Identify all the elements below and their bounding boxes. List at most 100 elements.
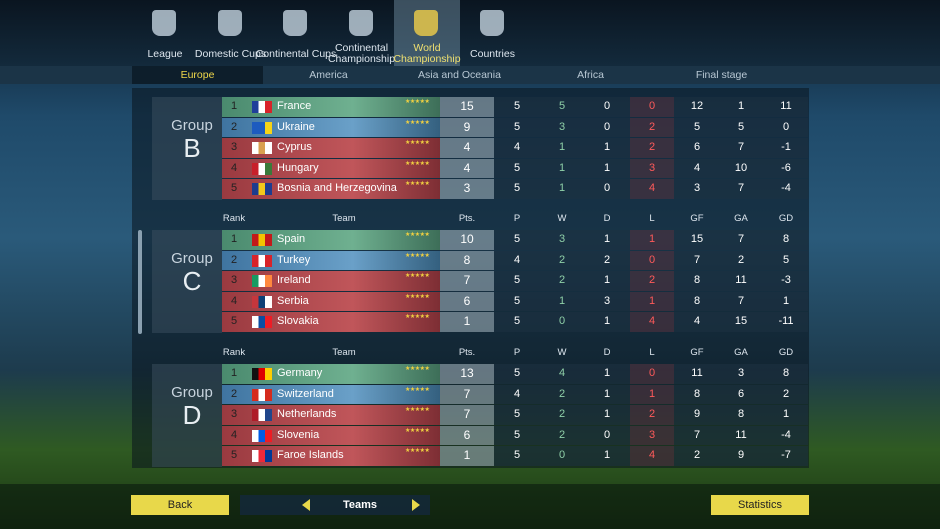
next-arrow[interactable] <box>412 499 420 511</box>
tab-label[interactable]: Continental Cups <box>255 47 337 60</box>
stats-row <box>494 97 808 117</box>
stats-row <box>494 446 808 466</box>
loss-cell <box>630 405 674 425</box>
flag <box>252 429 272 442</box>
cell: 1 <box>463 448 471 463</box>
column-header: GA <box>734 213 748 224</box>
subtab-label[interactable]: Africa <box>577 69 604 81</box>
cell: -4 <box>781 182 791 195</box>
center-label: Teams <box>342 499 378 511</box>
column-header: Team <box>332 347 356 358</box>
cell: 4 <box>558 367 566 379</box>
flag <box>252 409 272 422</box>
cell: 0 <box>603 120 611 133</box>
points-cell <box>440 405 494 425</box>
cell: 11 <box>735 274 747 287</box>
group-letter: B <box>183 133 201 163</box>
tab-label[interactable]: Countries <box>470 47 515 60</box>
stats-row <box>494 138 808 158</box>
column-header: GD <box>778 213 794 224</box>
cell: 4 <box>648 182 656 195</box>
cell: 5 <box>513 294 521 307</box>
subtab-label[interactable]: Asia and Oceania <box>418 69 501 81</box>
team-name: Serbia <box>277 294 309 307</box>
stats-row <box>494 230 808 250</box>
cell: 8 <box>693 294 701 307</box>
subtab-label[interactable]: Final stage <box>695 69 748 81</box>
cell: 3 <box>693 182 701 195</box>
cell: 7 <box>463 273 471 288</box>
prev-arrow[interactable] <box>302 499 310 511</box>
cell: 3 <box>230 141 238 154</box>
cell: -11 <box>778 315 794 328</box>
cell: 2 <box>737 253 745 266</box>
star-rating: ★★★★★ <box>405 232 430 238</box>
cell: 0 <box>782 120 790 133</box>
tab-label[interactable]: Continental Championship <box>327 42 396 65</box>
group-label: Group <box>171 250 213 267</box>
cell: 5 <box>782 253 790 266</box>
cell: 5 <box>513 100 521 112</box>
stats-row <box>494 364 808 384</box>
team-row <box>222 158 440 179</box>
cell: 7 <box>737 294 745 307</box>
cell: 3 <box>230 408 238 421</box>
cell: 6 <box>737 387 745 400</box>
statistics-button[interactable]: Statistics <box>711 495 809 515</box>
cell: -4 <box>781 428 791 441</box>
column-header: GF <box>690 347 704 358</box>
column-header: Rank <box>222 347 246 358</box>
cell: 1 <box>737 100 745 112</box>
tab-icon <box>348 10 373 36</box>
back-button[interactable]: Back <box>131 495 229 515</box>
group-block <box>152 230 222 333</box>
flag <box>252 101 272 113</box>
points-cell <box>440 179 494 199</box>
tab-label[interactable]: Domestic Cups <box>194 47 267 60</box>
column-header: Pts. <box>458 213 476 224</box>
cell: 1 <box>230 100 238 112</box>
cell: 4 <box>693 161 701 174</box>
subtab-highlight <box>132 66 263 84</box>
team-name: Ukraine <box>277 120 315 133</box>
center-selector <box>240 495 430 515</box>
cell: 1 <box>603 408 611 421</box>
cell: 1 <box>648 294 656 307</box>
loss-cell <box>630 138 674 158</box>
team-name: Bosnia and Herzegovina <box>277 182 397 195</box>
column-header: GF <box>690 213 704 224</box>
points-cell <box>440 364 494 384</box>
tab-icon <box>217 10 242 36</box>
cell: 15 <box>690 233 704 245</box>
team-name: Ireland <box>277 274 311 287</box>
cell: 1 <box>603 274 611 287</box>
cell: 1 <box>603 387 611 400</box>
cell: 4 <box>513 387 521 400</box>
column-header: GA <box>734 347 748 358</box>
flag <box>252 254 272 267</box>
scrollbar <box>138 230 142 334</box>
tab-label[interactable]: World Championship <box>393 42 461 65</box>
group-block <box>152 364 222 467</box>
loss-cell <box>630 425 674 446</box>
stats-row <box>494 250 808 271</box>
cell: 2 <box>603 253 611 266</box>
cell: 2 <box>648 274 656 287</box>
flag <box>252 368 272 380</box>
loss-cell <box>630 446 674 466</box>
subtab-label[interactable]: Europe <box>180 69 215 81</box>
tab-icon <box>152 10 176 36</box>
tab-label[interactable]: League <box>147 47 183 60</box>
star-rating: ★★★★★ <box>405 293 430 300</box>
subtab-label[interactable]: America <box>309 69 348 81</box>
cell: 7 <box>737 141 745 154</box>
team-row <box>222 364 440 384</box>
cell: 5 <box>230 315 238 328</box>
cell: 1 <box>603 161 611 174</box>
cell: 2 <box>230 387 238 400</box>
cell: 4 <box>463 140 471 155</box>
cell: 5 <box>558 100 566 112</box>
cell: 4 <box>230 294 238 307</box>
column-header: D <box>603 213 611 224</box>
